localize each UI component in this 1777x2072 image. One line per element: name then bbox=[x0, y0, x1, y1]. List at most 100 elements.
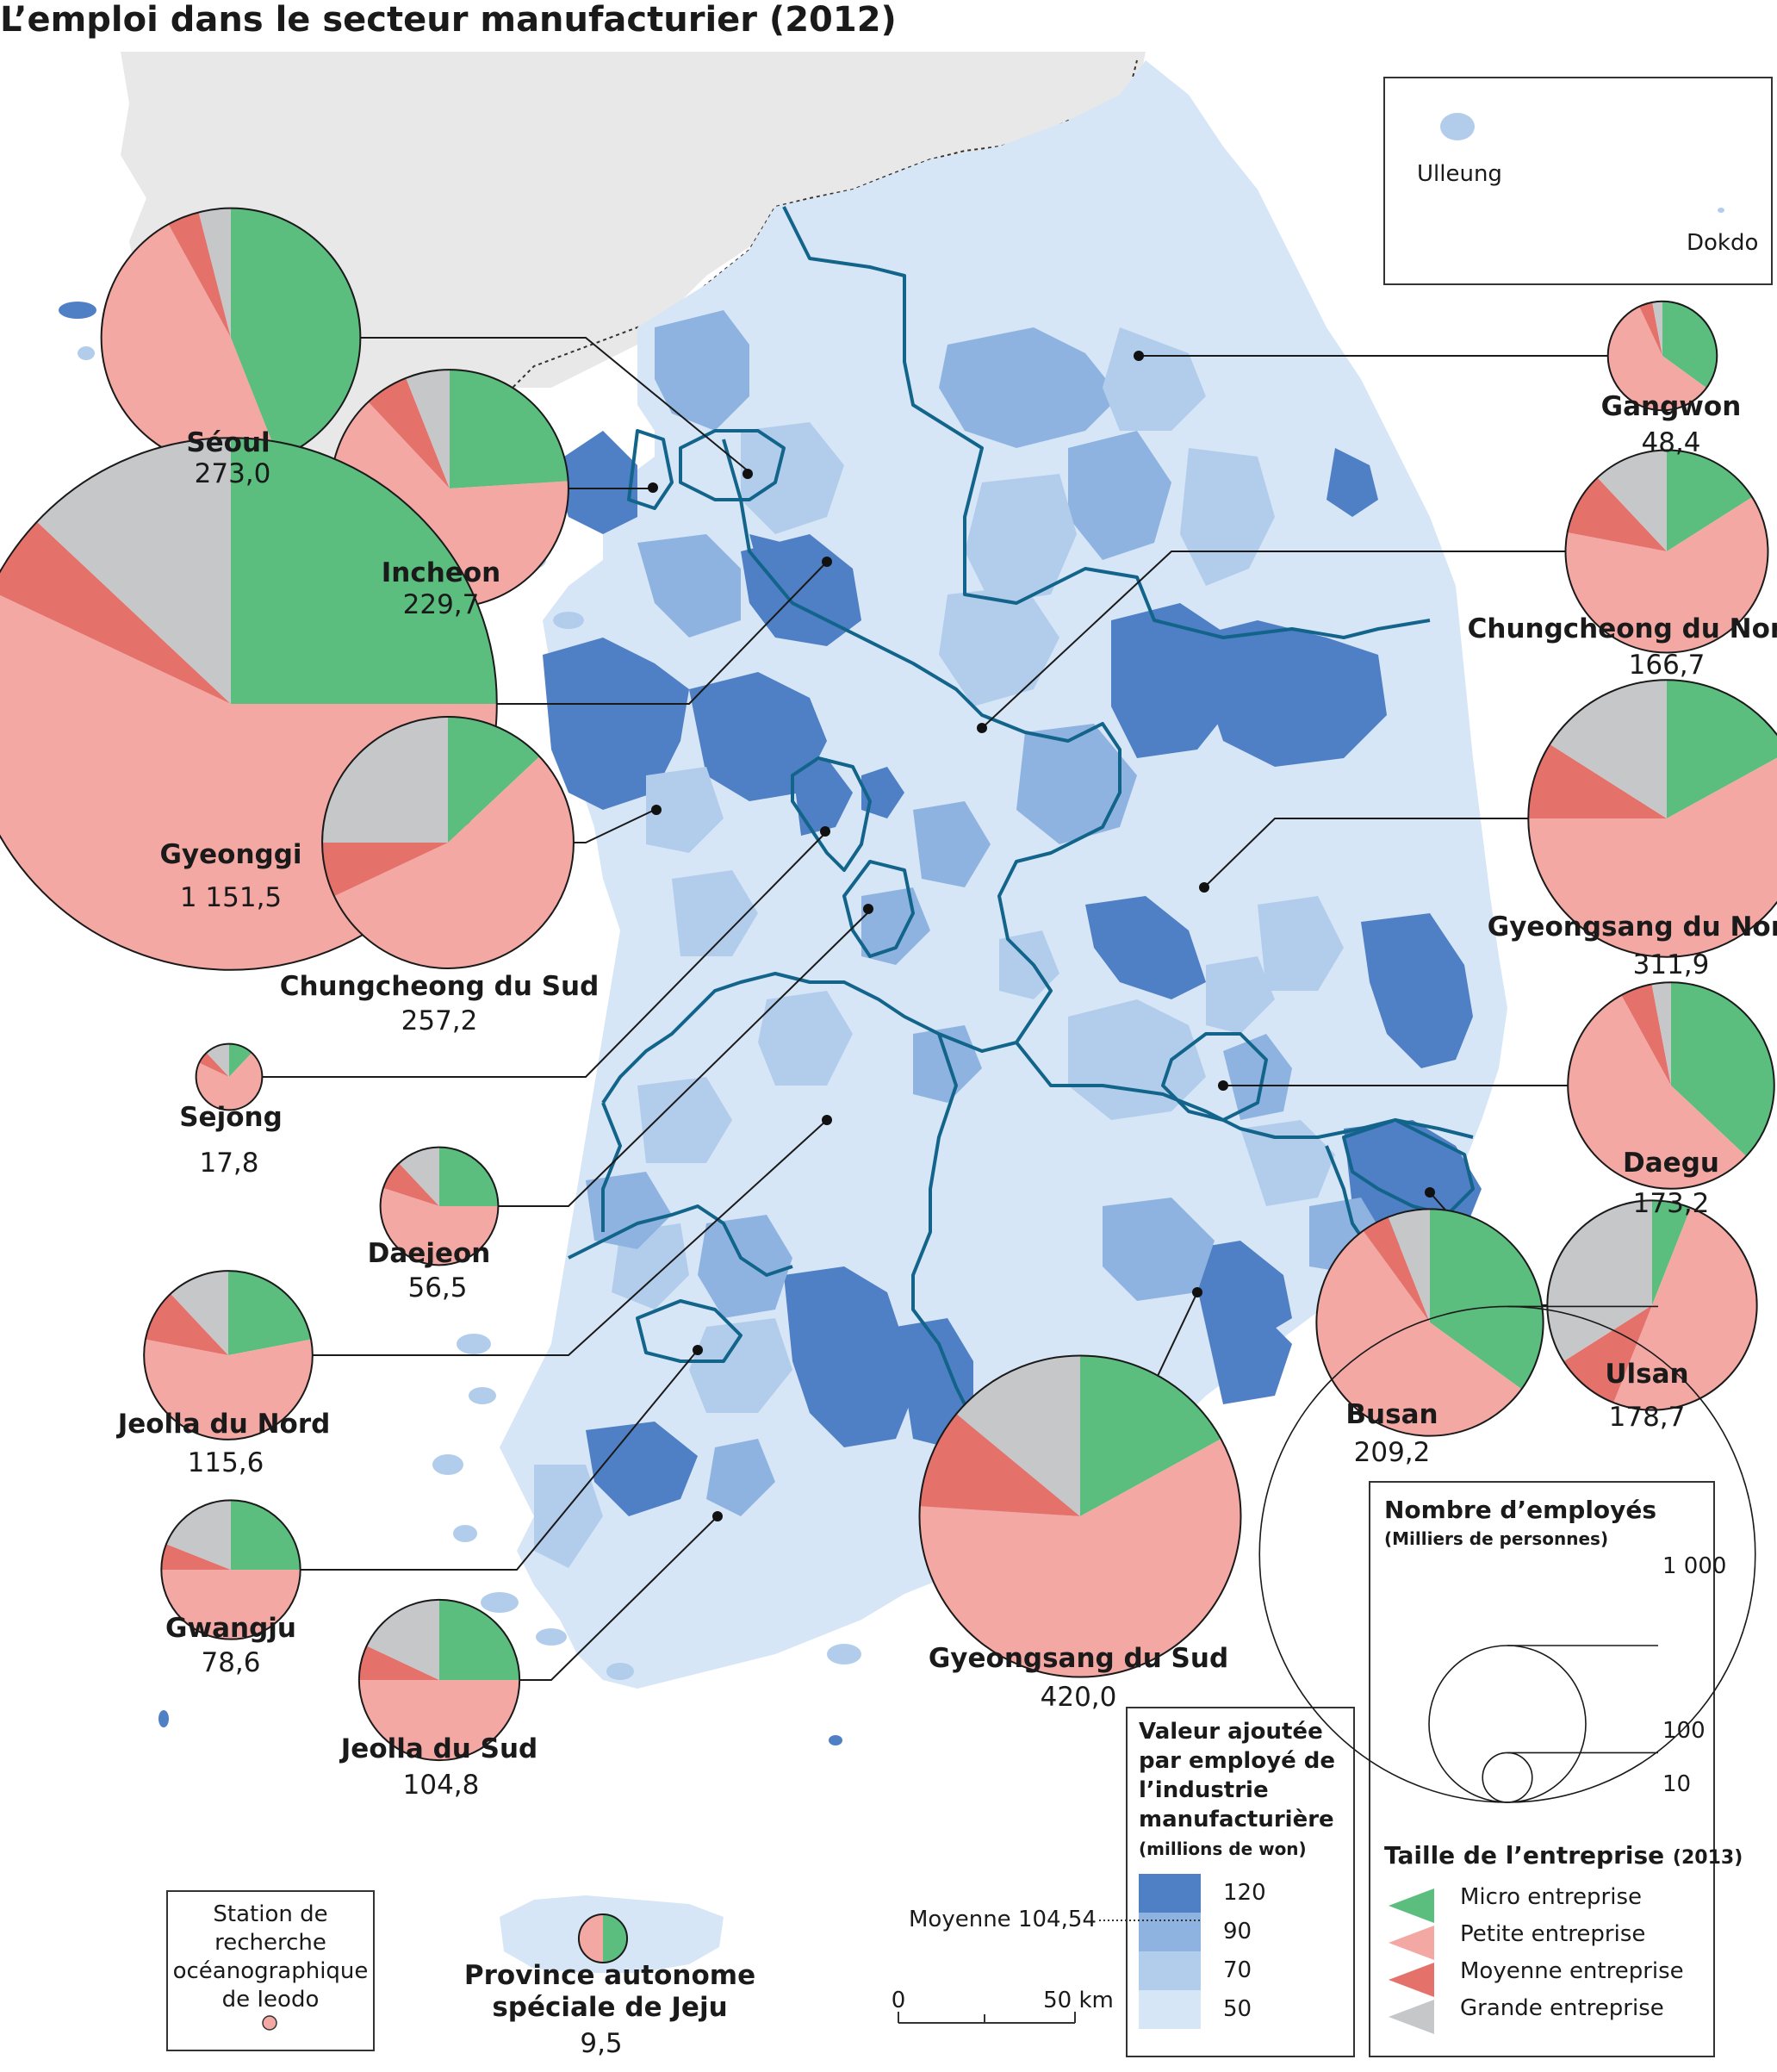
pie-slice bbox=[1651, 982, 1671, 1086]
pie-slice bbox=[231, 1500, 301, 1570]
pie-slice bbox=[1607, 306, 1707, 411]
label-incheon: Incheon bbox=[382, 557, 500, 588]
pie-slice bbox=[145, 1293, 228, 1355]
pie-slice bbox=[1550, 680, 1667, 818]
pie-16 bbox=[577, 1913, 629, 1964]
pie-outline bbox=[160, 1499, 301, 1640]
value-jeolla-nord: 115,6 bbox=[188, 1447, 264, 1478]
label-daegu: Daegu bbox=[1623, 1148, 1719, 1179]
pie-15 bbox=[918, 1354, 1242, 1678]
pie-slice bbox=[366, 1599, 439, 1680]
value-sejong: 17,8 bbox=[199, 1148, 258, 1179]
pie-slice bbox=[1667, 450, 1753, 551]
pie-slice bbox=[1547, 1200, 1652, 1362]
value-seoul: 273,0 bbox=[195, 458, 271, 489]
pie-slice bbox=[322, 843, 448, 897]
pie-outline bbox=[1567, 981, 1775, 1190]
legend-grande-swatch bbox=[1389, 2000, 1434, 2034]
pie-outline bbox=[357, 1598, 521, 1762]
pie-7 bbox=[160, 1499, 301, 1640]
value-gangwon: 48,4 bbox=[1641, 427, 1700, 458]
value-gyeongsang-nord: 311,9 bbox=[1633, 949, 1710, 980]
legend-value-title-2: par employé de bbox=[1139, 1748, 1335, 1774]
inset-ulleung-dokdo: Ulleung Dokdo bbox=[1383, 77, 1773, 285]
legend-grande-label: Grande entreprise bbox=[1460, 1995, 1664, 2021]
label-jeolla-sud: Jeolla du Sud bbox=[339, 1733, 537, 1764]
pie-3 bbox=[321, 716, 575, 969]
value-jeolla-sud: 104,8 bbox=[403, 1770, 480, 1801]
pie-14 bbox=[1315, 1208, 1544, 1437]
pie-slice bbox=[101, 224, 279, 468]
pie-slice bbox=[231, 208, 361, 458]
label-chungcheong-nord: Chungcheong du Nord bbox=[1468, 613, 1777, 644]
label-gyeongsang-nord: Gyeongsang du Nord bbox=[1488, 912, 1777, 943]
pie-6 bbox=[143, 1270, 314, 1440]
pie-12 bbox=[1567, 981, 1775, 1190]
legend-value-tick-70: 70 bbox=[1223, 1957, 1252, 1983]
pie-slice bbox=[198, 208, 231, 338]
pie-4 bbox=[195, 1042, 264, 1111]
legend-employees: Nombre d’employés (Milliers de personnes… bbox=[1258, 1305, 1756, 2057]
pie-slice bbox=[199, 1053, 229, 1077]
value-daegu: 173,2 bbox=[1633, 1188, 1710, 1219]
pie-slice bbox=[1639, 302, 1662, 356]
pie-slice bbox=[322, 717, 448, 843]
legend-moyenne: Moyenne 104,54 bbox=[909, 1907, 1097, 1932]
pie-outline bbox=[1606, 300, 1718, 412]
pie-slice bbox=[231, 438, 497, 704]
pie-slice bbox=[919, 1414, 1080, 1516]
pie-slice bbox=[206, 1043, 229, 1077]
pie-slice bbox=[1430, 1209, 1544, 1390]
legend-micro-label: Micro entreprise bbox=[1460, 1884, 1642, 1910]
legend-value-unit: (millions de won) bbox=[1139, 1839, 1307, 1859]
pie-slice bbox=[168, 212, 231, 338]
pie-10 bbox=[1564, 449, 1769, 654]
label-jeolla-nord: Jeolla du Nord bbox=[116, 1409, 331, 1440]
pie-slice bbox=[578, 1913, 603, 1963]
legend-value-title-1: Valeur ajoutée bbox=[1139, 1719, 1323, 1745]
pie-slice bbox=[144, 1339, 313, 1440]
pie-slice bbox=[450, 370, 569, 488]
pie-slice bbox=[36, 438, 232, 704]
station-line4: de Ieodo bbox=[222, 1987, 320, 2013]
pie-slice bbox=[448, 717, 540, 843]
pie-9 bbox=[1606, 300, 1718, 412]
map-title: L’emploi dans le secteur manufacturier (… bbox=[0, 0, 897, 40]
pie-slice bbox=[165, 1500, 231, 1570]
label-seoul: Séoul bbox=[186, 427, 270, 458]
pie-slice bbox=[439, 1147, 499, 1206]
ieodo-marker bbox=[262, 2015, 277, 2031]
value-chungcheong-nord: 166,7 bbox=[1629, 650, 1706, 681]
legend-type-title: Taille de l’entreprise (2013) bbox=[1384, 1841, 1743, 1870]
label-daejeon: Daejeon bbox=[368, 1238, 491, 1269]
pie-outline bbox=[577, 1913, 629, 1964]
legend-value-title-3: l’industrie bbox=[1139, 1777, 1269, 1803]
scale-bar: 0 50 km bbox=[892, 1988, 1114, 2024]
label-chungcheong-sud: Chungcheong du Sud bbox=[280, 971, 600, 1002]
pie-slice bbox=[399, 1147, 439, 1206]
pie-slice bbox=[0, 521, 231, 704]
label-gyeonggi: Gyeonggi bbox=[159, 839, 301, 870]
pie-slice bbox=[171, 1271, 228, 1355]
pie-slice bbox=[161, 1544, 231, 1570]
label-jeju-line2: spéciale de Jeju bbox=[492, 1992, 727, 2023]
pie-slice bbox=[603, 1913, 628, 1963]
pie-slice bbox=[229, 1043, 252, 1077]
legend-moyenne-swatch bbox=[1389, 1963, 1434, 1997]
legend-value-added: Valeur ajoutée par employé de l’industri… bbox=[909, 1707, 1355, 2057]
value-incheon: 229,7 bbox=[403, 589, 480, 620]
value-ulsan: 178,7 bbox=[1609, 1402, 1686, 1433]
label-jeju-line1: Province autonome bbox=[464, 1960, 755, 1991]
pie-outline bbox=[1546, 1199, 1758, 1411]
pie-slice bbox=[358, 1646, 439, 1680]
scale-zero: 0 bbox=[892, 1988, 906, 2013]
legend-value-tick-50: 50 bbox=[1223, 1996, 1252, 2022]
station-line2: recherche bbox=[214, 1930, 326, 1956]
pie-slice bbox=[1568, 995, 1747, 1189]
pie-outline bbox=[379, 1146, 500, 1266]
pie-outline bbox=[1315, 1208, 1544, 1437]
legend-size-10: 10 bbox=[1662, 1771, 1691, 1797]
label-gwangju: Gwangju bbox=[165, 1613, 296, 1644]
value-chungcheong-sud: 257,2 bbox=[401, 1005, 478, 1036]
